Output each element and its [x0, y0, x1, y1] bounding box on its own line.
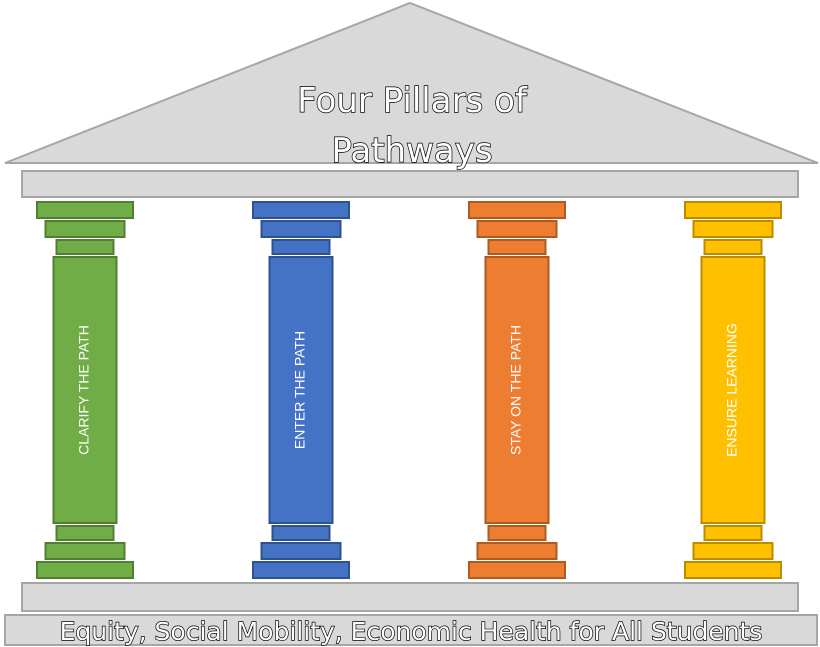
title-line: Pathways — [331, 131, 492, 171]
pillar-ring — [703, 525, 763, 541]
pillar-ring — [260, 220, 342, 238]
pillar-ring — [44, 542, 126, 560]
foundation — [4, 614, 818, 646]
entablature — [21, 170, 799, 198]
pillar-ring — [487, 525, 547, 541]
base — [21, 582, 799, 612]
pillar-ring — [36, 201, 134, 219]
title-line: Four Pillars of — [297, 81, 528, 121]
pillar-shaft — [52, 256, 118, 524]
pillar-ring — [684, 201, 782, 219]
roof — [4, 1, 819, 164]
pillar-label: ENSURE LEARNING — [724, 323, 740, 457]
pillar-ring — [468, 561, 566, 579]
pillar-ring — [703, 239, 763, 255]
pillar-shaft — [268, 256, 334, 524]
pillar-label: ENTER THE PATH — [292, 331, 308, 449]
pillar-ring — [271, 525, 331, 541]
pillar-ring — [684, 561, 782, 579]
pillar-ring — [36, 561, 134, 579]
pillar-ring — [692, 542, 774, 560]
pillar-ring — [55, 525, 115, 541]
pillar-label: STAY ON THE PATH — [508, 325, 524, 455]
pillar-ring — [252, 201, 350, 219]
pillar-ring — [271, 239, 331, 255]
pillar-ring — [55, 239, 115, 255]
foundation-text: Equity, Social Mobility, Economic Health… — [60, 617, 763, 646]
pillar-ring — [476, 542, 558, 560]
pillar-ring — [260, 542, 342, 560]
pillar-ring — [692, 220, 774, 238]
pillar-ring — [476, 220, 558, 238]
pillar-ring — [487, 239, 547, 255]
pillar-ring — [44, 220, 126, 238]
pillar-label: CLARIFY THE PATH — [76, 325, 92, 455]
pillar-ring — [468, 201, 566, 219]
pillar-shaft — [484, 256, 550, 524]
pillar-ring — [252, 561, 350, 579]
pillars: CLARIFY THE PATH ENTER THE PATH STAY ON TH… — [36, 201, 782, 579]
pillar-shaft — [700, 256, 766, 524]
